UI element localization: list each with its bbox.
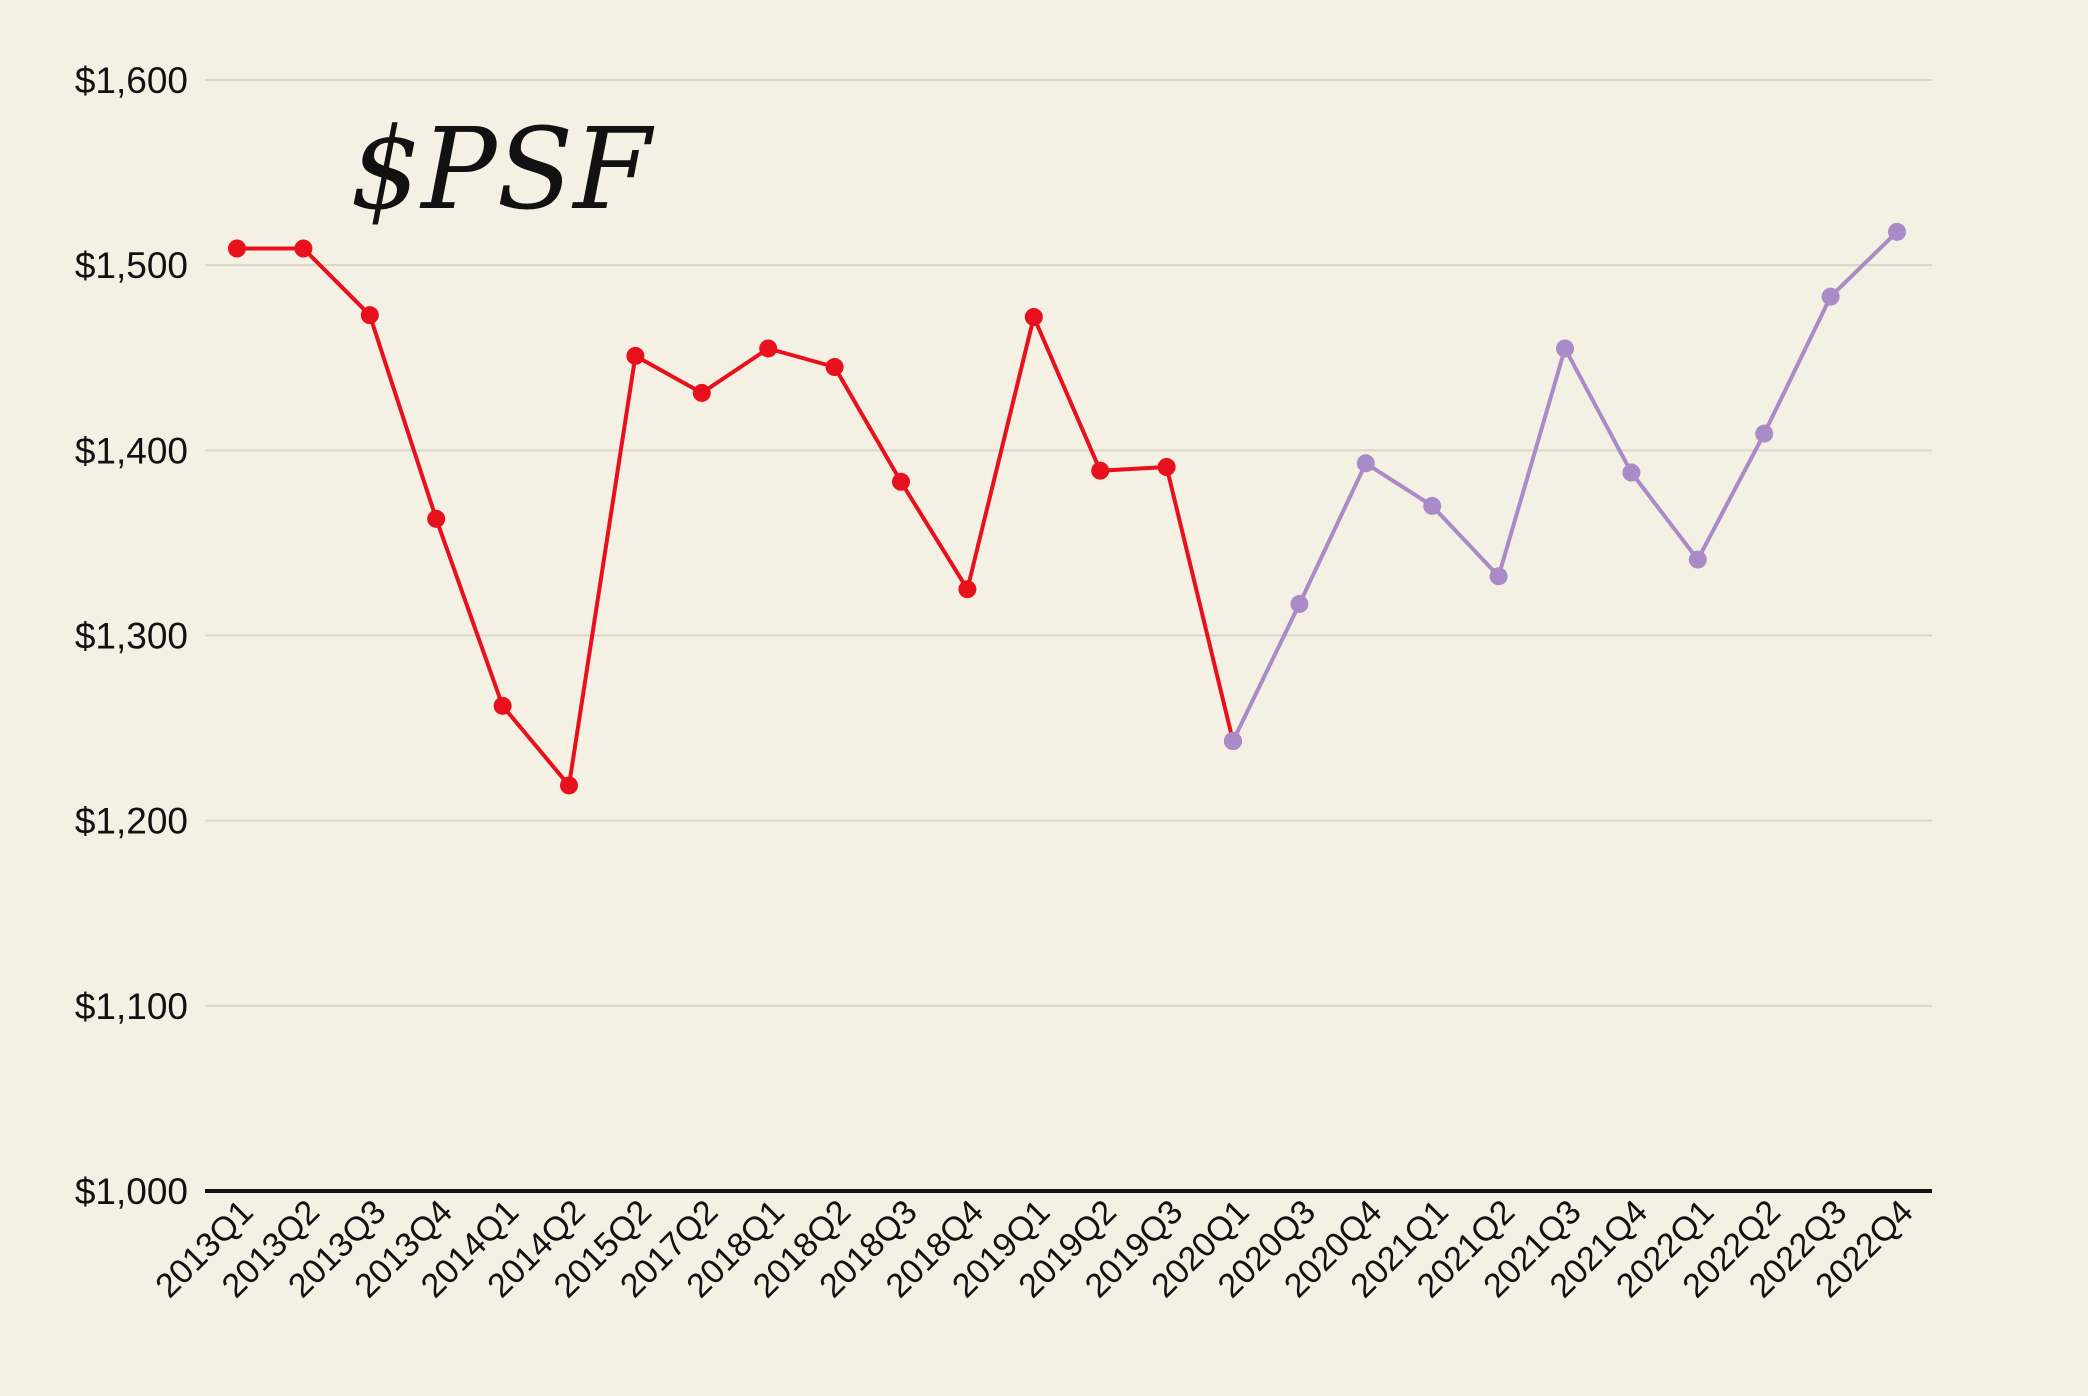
- y-tick-label: $1,100: [75, 986, 188, 1027]
- data-point: [759, 339, 778, 358]
- data-point: [560, 776, 578, 795]
- data-point: [493, 696, 512, 715]
- y-tick-label: $1,300: [75, 616, 188, 657]
- data-point: [1423, 496, 1442, 515]
- y-tick-label: $1,400: [75, 430, 188, 471]
- data-point: [1091, 461, 1110, 480]
- y-tick-label: $1,500: [75, 245, 188, 286]
- y-tick-label: $1,200: [75, 801, 188, 842]
- x-axis: 2013Q12013Q22013Q32013Q42014Q12014Q22015…: [148, 1189, 1932, 1305]
- data-point: [360, 306, 379, 325]
- y-tick-label: $1,000: [75, 1171, 188, 1212]
- data-point: [958, 580, 977, 599]
- series: [228, 222, 1906, 795]
- gridlines: [205, 79, 1932, 1007]
- chart-title: $PSF: [350, 105, 654, 235]
- data-point: [1024, 308, 1043, 327]
- data-point: [1622, 463, 1641, 482]
- data-point: [1356, 454, 1375, 473]
- y-tick-label: $1,600: [75, 60, 188, 101]
- series-1: [228, 239, 1242, 795]
- data-point: [427, 509, 446, 528]
- data-point: [1888, 222, 1906, 241]
- data-point: [626, 346, 645, 365]
- data-point: [1556, 339, 1574, 358]
- data-point: [294, 239, 313, 258]
- data-point: [1755, 424, 1774, 443]
- data-point: [1489, 567, 1508, 586]
- data-point: [1224, 732, 1242, 751]
- y-axis: $1,000 $1,100 $1,200 $1,300 $1,400 $1,500 $1,6…: [75, 60, 188, 1212]
- series-line: [1231, 230, 1899, 742]
- data-point: [692, 383, 711, 402]
- data-point: [1290, 595, 1309, 614]
- data-point: [228, 239, 246, 258]
- data-point: [892, 472, 910, 491]
- series-line: [237, 246, 1235, 788]
- data-point: [1157, 457, 1176, 476]
- data-point: [1821, 287, 1840, 306]
- data-point: [1688, 550, 1707, 569]
- series-2: [1224, 222, 1906, 751]
- data-point: [825, 358, 844, 377]
